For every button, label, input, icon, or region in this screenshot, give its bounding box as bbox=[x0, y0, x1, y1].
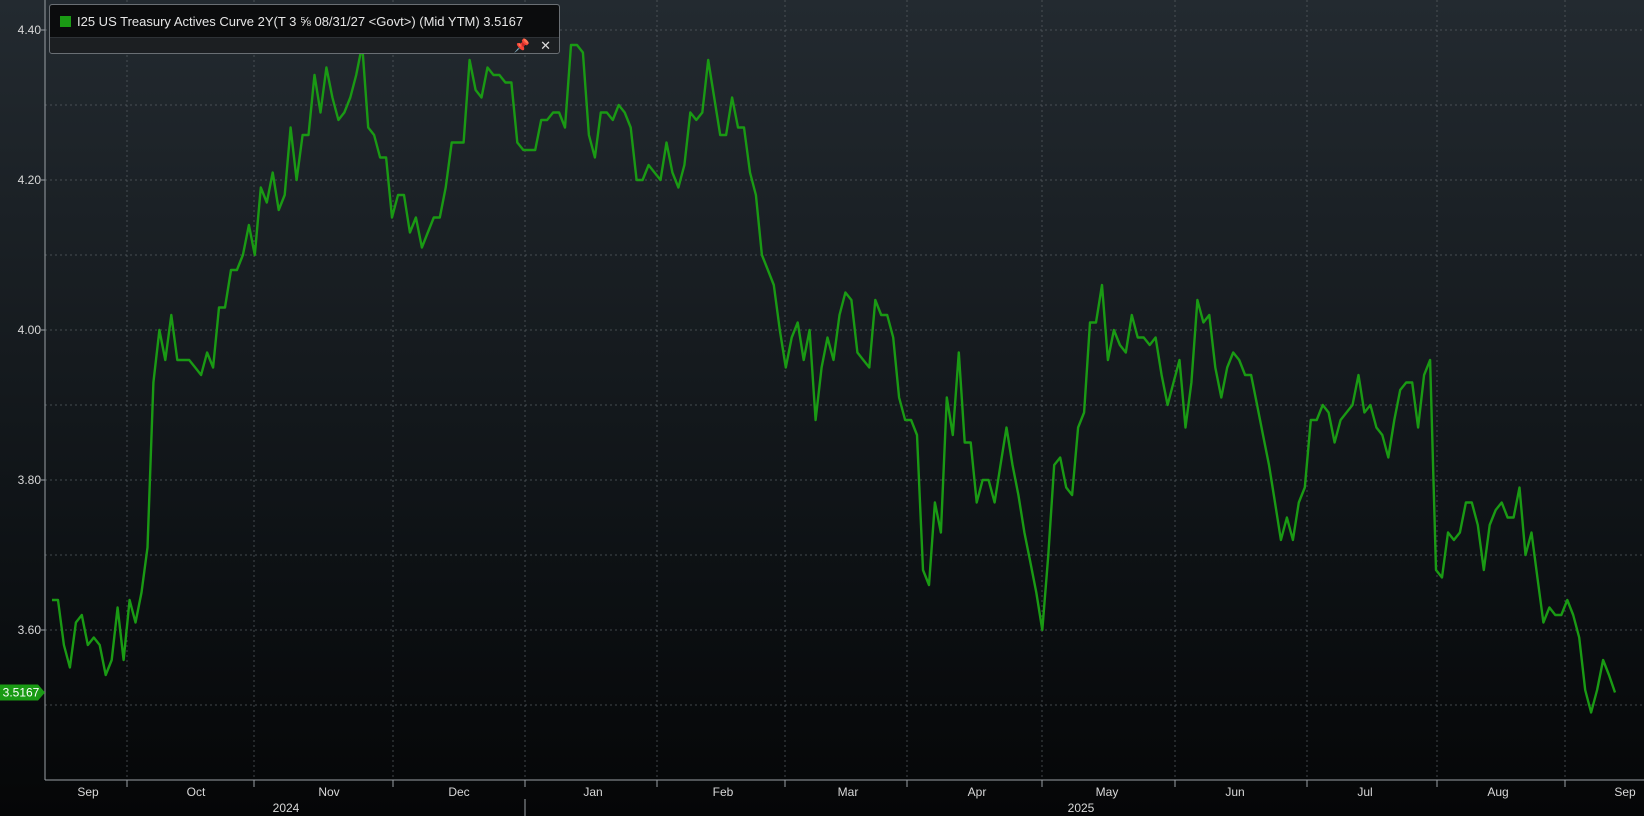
last-value-badge: 3.5167 bbox=[0, 684, 45, 701]
y-tick-label: 3.60 bbox=[18, 623, 42, 637]
series-line bbox=[52, 43, 1617, 714]
legend-swatch bbox=[60, 15, 71, 27]
x-month-label: Jun bbox=[1225, 785, 1244, 799]
x-month-label: Feb bbox=[713, 785, 734, 799]
legend-tools: 📌 ✕ bbox=[514, 38, 551, 54]
legend-row[interactable]: I25 US Treasury Actives Curve 2Y(T 3 ⅝ 0… bbox=[50, 5, 559, 38]
x-month-label: Sep bbox=[77, 785, 99, 799]
grid bbox=[45, 0, 1644, 780]
y-tick-label: 4.00 bbox=[18, 323, 42, 337]
year-label: 2025 bbox=[1068, 801, 1095, 815]
x-month-label: Nov bbox=[318, 785, 339, 799]
pin-icon[interactable]: 📌 bbox=[513, 38, 531, 53]
x-month-label: Mar bbox=[838, 785, 859, 799]
x-month-label: Sep bbox=[1614, 785, 1636, 799]
x-month-label: Jan bbox=[583, 785, 602, 799]
legend-text: I25 US Treasury Actives Curve 2Y(T 3 ⅝ 0… bbox=[77, 13, 524, 29]
last-value-badge-shape bbox=[0, 684, 45, 701]
y-tick-label: 3.80 bbox=[18, 473, 42, 487]
y-tick-label: 4.40 bbox=[18, 23, 42, 37]
x-month-label: Jul bbox=[1357, 785, 1372, 799]
series-layer bbox=[52, 43, 1617, 714]
x-month-label: Dec bbox=[448, 785, 469, 799]
year-label: 2024 bbox=[273, 801, 300, 815]
y-tick-label: 4.20 bbox=[18, 173, 42, 187]
x-month-label: May bbox=[1096, 785, 1119, 799]
close-icon[interactable]: ✕ bbox=[540, 38, 551, 53]
x-month-label: Aug bbox=[1487, 785, 1508, 799]
last-value-badge-text: 3.5167 bbox=[3, 685, 40, 699]
legend-box: I25 US Treasury Actives Curve 2Y(T 3 ⅝ 0… bbox=[49, 4, 560, 54]
axes: 3.60 3.80 4.00 4.20 4.40 Sep Oct Nov Dec Jan Feb Ma… bbox=[18, 0, 1644, 816]
x-month-label: Apr bbox=[968, 785, 987, 799]
x-month-label: Oct bbox=[187, 785, 206, 799]
